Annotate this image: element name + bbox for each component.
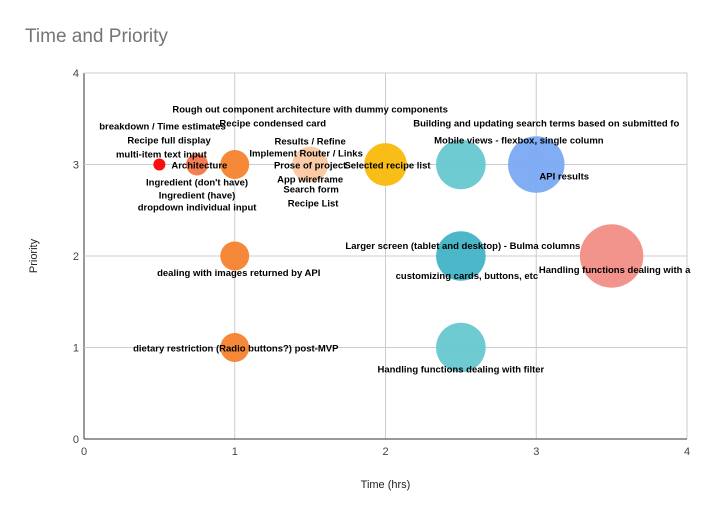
bubble xyxy=(436,322,486,373)
bubble-label: Architecture xyxy=(171,161,227,172)
bubble-label: Mobile views - flexbox, single column xyxy=(434,136,604,147)
bubble-label: Handling functions dealing with a xyxy=(539,265,691,276)
bubble xyxy=(220,333,250,362)
y-tick-label: 1 xyxy=(73,343,79,355)
y-axis-title: Priority xyxy=(28,238,40,273)
bubble-label: Ingredient (have) xyxy=(159,191,236,202)
bubble-label: Recipe full display xyxy=(127,136,211,147)
bubble xyxy=(579,224,644,288)
bubble-label: dealing with images returned by API xyxy=(157,268,320,279)
bubble-label: Results / Refine xyxy=(274,137,345,148)
bubble-label: Recipe List xyxy=(288,199,340,210)
x-tick-label: 3 xyxy=(533,446,539,458)
bubbles xyxy=(153,136,644,373)
bubble xyxy=(292,146,329,183)
bubble-label: Ingredient (don't have) xyxy=(146,178,248,189)
x-tick-label: 1 xyxy=(232,446,238,458)
bubble-label: Selected recipe list xyxy=(344,161,431,172)
tick-labels: 0 1 2 3 4 0 1 2 3 4 xyxy=(73,68,690,458)
bubble xyxy=(436,139,486,190)
bubble-label: dietary restriction (Radio buttons?) pos… xyxy=(133,344,339,355)
chart-title: Time and Priority xyxy=(25,26,168,47)
bubble-label: Implement Router / Links xyxy=(249,149,363,160)
x-tick-label: 0 xyxy=(81,446,87,458)
bubble xyxy=(153,158,166,171)
y-tick-label: 4 xyxy=(73,68,79,80)
bubble-label: Recipe condensed card xyxy=(219,119,326,130)
bubble-label: Building and updating search terms based… xyxy=(413,119,679,130)
bubble-label: Search form xyxy=(283,185,338,196)
bubble xyxy=(436,231,486,281)
x-tick-label: 2 xyxy=(382,446,388,458)
bubble xyxy=(220,241,250,271)
bubble xyxy=(508,136,565,193)
y-tick-label: 3 xyxy=(73,160,79,172)
bubble-label: Prose of project xyxy=(274,161,347,172)
bubble-labels: Architecture Ingredient (don't have) Ingre… xyxy=(99,105,691,376)
bubble-label: Handling functions dealing with filter xyxy=(377,365,544,376)
bubble xyxy=(186,153,209,176)
bubble-label: Larger screen (tablet and desktop) - Bul… xyxy=(345,241,580,252)
y-tick-label: 0 xyxy=(73,434,79,446)
bubble-label: customizing cards, buttons, etc xyxy=(396,271,539,282)
x-axis-title: Time (hrs) xyxy=(361,479,411,491)
bubble xyxy=(220,150,250,179)
bubble-label: breakdown / Time estimates xyxy=(99,122,226,133)
bubble xyxy=(364,143,407,186)
bubble-label: API results xyxy=(539,172,589,183)
bubble-label: App wireframe xyxy=(277,175,343,186)
bubble-label: multi-item text input xyxy=(116,150,208,161)
x-tick-label: 4 xyxy=(684,446,690,458)
bubble-label: Rough out component architecture with du… xyxy=(172,105,448,116)
y-tick-label: 2 xyxy=(73,251,79,263)
bubble-label: dropdown individual input xyxy=(138,203,258,214)
